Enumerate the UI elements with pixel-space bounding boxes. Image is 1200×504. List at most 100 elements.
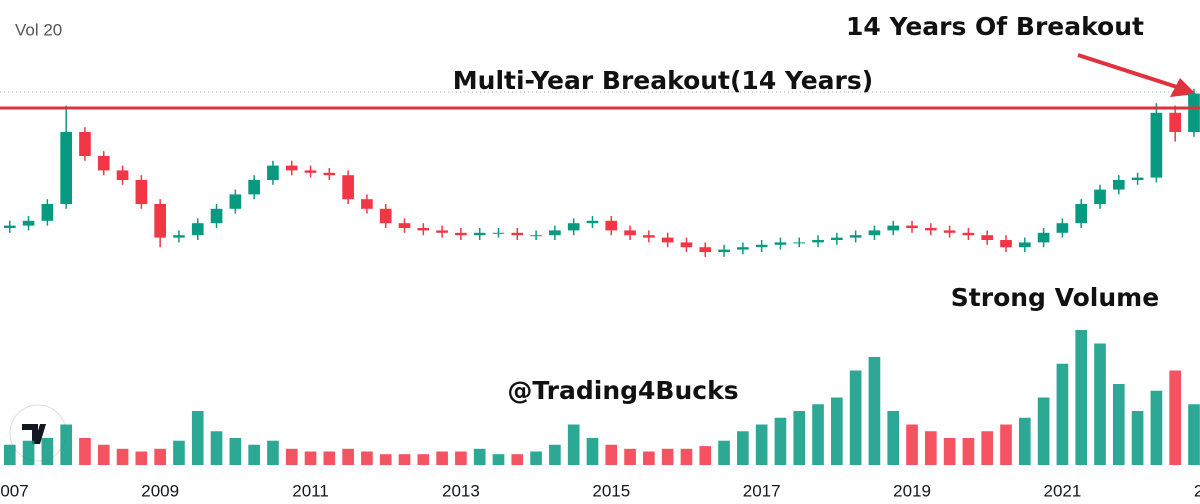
candle-body	[342, 175, 354, 200]
candle-body	[79, 132, 91, 156]
candle-body	[60, 132, 72, 204]
volume-bar	[398, 454, 411, 465]
candle-body	[925, 228, 937, 231]
candle-body	[530, 235, 542, 237]
candle-body	[774, 242, 787, 245]
candle-body	[285, 165, 298, 171]
volume-bar	[1000, 424, 1012, 465]
candle-body	[812, 240, 824, 243]
candle-body	[906, 225, 918, 228]
candle-body	[567, 223, 580, 231]
x-tick-label: 2023	[1194, 481, 1200, 500]
volume-bar	[3, 444, 16, 465]
volume-bar	[549, 444, 561, 465]
volume-bar	[943, 438, 956, 465]
candle-body	[849, 235, 862, 238]
volume-bar	[849, 370, 862, 465]
candle-body	[267, 165, 279, 180]
candle-body	[1150, 112, 1163, 178]
candle-body	[191, 223, 204, 236]
candle-body	[436, 230, 448, 233]
x-tick-label: 2011	[292, 481, 329, 500]
volume-bar	[1188, 404, 1200, 465]
volume-bar	[511, 454, 524, 465]
annotation: Strong Volume	[951, 283, 1159, 312]
candle-body	[586, 220, 599, 224]
volume-bar	[248, 444, 260, 465]
candle-body	[1188, 93, 1200, 132]
volume-bar	[1094, 343, 1106, 465]
volume-bar	[492, 454, 505, 465]
volume-bar	[981, 431, 994, 465]
volume-bar	[680, 448, 693, 465]
volume-bar	[925, 431, 937, 465]
volume-bar	[135, 451, 148, 465]
volume-bar	[718, 440, 730, 465]
candle-body	[304, 170, 317, 173]
candle-body	[1037, 232, 1050, 243]
volume-bar	[436, 451, 448, 465]
candle-body	[643, 235, 655, 238]
candle-body	[473, 232, 486, 236]
annotation: Multi-Year Breakout(14 Years)	[453, 66, 873, 95]
volume-bar	[1075, 330, 1088, 465]
candle-body	[41, 204, 54, 221]
candle-body	[661, 237, 674, 243]
candle-body	[737, 247, 749, 250]
candle-body	[398, 223, 411, 228]
candle-body	[718, 249, 730, 252]
arrow	[1077, 53, 1196, 97]
candle-body	[135, 180, 148, 204]
candle-body	[1131, 177, 1144, 180]
volume-bar	[285, 448, 298, 465]
candle-body	[831, 237, 843, 240]
volume-label: Vol 20	[15, 20, 62, 39]
candle-body	[680, 242, 693, 248]
volume-bar	[97, 444, 110, 465]
volume-bar	[229, 438, 242, 465]
volume-bar	[1112, 384, 1125, 465]
candle-body	[22, 220, 35, 226]
candle-body	[97, 156, 110, 171]
volume-bar	[1150, 390, 1163, 465]
volume-bar	[699, 446, 712, 465]
volume-bar	[1018, 417, 1031, 465]
candle-body	[549, 230, 561, 236]
volume-bar	[455, 451, 467, 465]
volume-bar	[530, 451, 542, 465]
candle-body	[248, 180, 260, 195]
volume-bar	[661, 448, 674, 465]
volume-bar	[962, 438, 975, 465]
volume-bar	[605, 444, 618, 465]
candle-body	[323, 172, 336, 176]
candle-body	[887, 225, 900, 231]
volume-bar	[737, 431, 749, 465]
x-tick-label: 2019	[893, 481, 931, 500]
x-tick-label: 2013	[442, 481, 480, 500]
annotation: @Trading4Bucks	[507, 376, 738, 405]
candle-body	[943, 230, 956, 233]
candle-body	[173, 235, 185, 238]
x-tick-label: 2015	[592, 481, 630, 500]
candle-body	[962, 232, 975, 236]
candle-body	[229, 194, 242, 209]
candle-body	[624, 230, 636, 236]
volume-bar	[755, 424, 768, 465]
x-tick-label: 2009	[141, 481, 179, 500]
volume-bar	[868, 357, 881, 465]
candle-body	[379, 208, 392, 224]
volume-bar	[1169, 370, 1182, 465]
volume-bar	[116, 448, 129, 465]
volume-bar	[41, 438, 54, 465]
x-tick-label: 2007	[0, 481, 29, 500]
candle-body	[699, 247, 712, 252]
candle-body	[981, 235, 994, 240]
candle-body	[1000, 240, 1012, 248]
candle-body	[605, 220, 618, 231]
candle-body	[793, 242, 806, 244]
volume-bar	[812, 404, 824, 465]
candle-body	[154, 204, 166, 238]
volume-bar	[624, 448, 636, 465]
candle-body	[116, 170, 129, 180]
